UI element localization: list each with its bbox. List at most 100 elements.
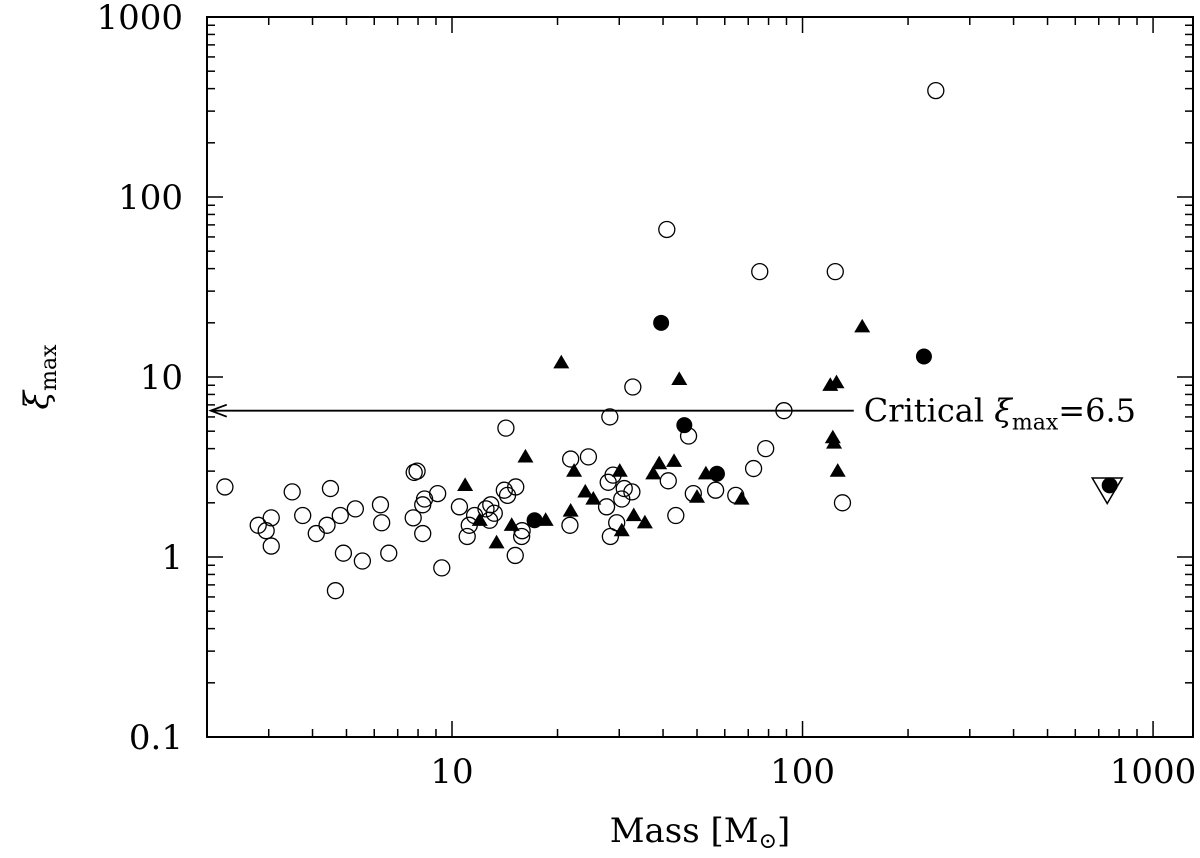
open-circle-point <box>283 483 301 501</box>
open-circle-point <box>608 514 626 532</box>
open-circle-point <box>477 500 495 518</box>
open-circle-point <box>744 459 763 478</box>
filled-triangle-point <box>562 503 579 517</box>
open-circle-point <box>579 448 598 466</box>
filled-triangle-point <box>828 374 845 389</box>
filled-triangle-point <box>651 455 668 470</box>
open-circle-point <box>331 506 349 525</box>
critical-threshold-arrowhead <box>208 403 228 418</box>
open-circle-point <box>506 546 524 565</box>
filled-triangle-point <box>613 522 630 537</box>
y-tick-label: 1 <box>161 538 183 578</box>
open-circle-point <box>429 484 447 503</box>
y-tick-label: 0.1 <box>129 718 183 758</box>
x-axis-title-sub: ⊙ <box>759 829 777 854</box>
open-circle-point <box>624 378 642 396</box>
open-circle-point <box>321 479 340 498</box>
critical-label-prefix: Critical <box>864 392 995 430</box>
filled-triangle-point <box>829 463 846 477</box>
open-circle-point <box>751 262 769 281</box>
filled-circle-point <box>653 314 670 331</box>
y-axis-title-symbol: ξ <box>17 389 57 410</box>
filled-triangle-point <box>689 489 706 503</box>
x-tick-label: 1000 <box>1110 752 1197 792</box>
open-circle-point <box>623 483 641 501</box>
filled-triangle-point <box>471 512 488 526</box>
open-circle-point <box>262 509 280 527</box>
open-circle-point <box>373 514 391 532</box>
filled-triangle-point <box>488 534 505 549</box>
open-circle-point <box>659 472 677 490</box>
filled-triangle-point <box>636 514 653 529</box>
open-circle-point <box>667 506 685 525</box>
open-circle-point <box>615 479 633 498</box>
filled-circle-point <box>526 512 543 529</box>
open-circle-point <box>757 439 775 458</box>
open-circle-point <box>216 478 234 496</box>
open-circle-point <box>414 524 432 543</box>
open-circle-point <box>833 494 852 512</box>
y-tick-label: 10 <box>140 358 183 398</box>
plot-frame <box>206 16 1194 738</box>
filled-triangle-point <box>671 371 688 385</box>
filled-triangle-point <box>566 463 583 477</box>
filled-triangle-point <box>457 477 474 491</box>
critical-label-sub: max <box>1012 411 1059 436</box>
critical-label-suffix: =6.5 <box>1058 392 1136 430</box>
open-circle-point <box>405 463 423 482</box>
open-circle-point <box>404 509 422 527</box>
filled-triangle-point <box>826 434 843 449</box>
filled-circle-point <box>1101 477 1118 494</box>
x-tick-label: 10 <box>430 752 473 792</box>
open-circle-point <box>601 408 619 426</box>
open-circle-point <box>334 544 353 562</box>
open-circle-point <box>318 516 336 534</box>
x-axis-title-text: Mass [M <box>610 811 759 851</box>
filled-circle-point <box>708 465 725 482</box>
open-circle-point <box>353 552 372 570</box>
filled-triangle-point <box>733 491 750 505</box>
filled-triangle-point <box>611 463 628 477</box>
filled-triangle-point <box>854 318 871 333</box>
filled-triangle-point <box>645 465 662 480</box>
open-circle-point <box>380 544 398 562</box>
open-circle-point <box>561 516 579 534</box>
filled-circle-point <box>676 417 693 434</box>
open-circle-point <box>482 496 500 514</box>
open-circle-point <box>597 498 616 516</box>
open-circle-point <box>497 419 515 437</box>
critical-label-symbol: ξ <box>994 392 1013 430</box>
open-circle-point <box>512 527 531 546</box>
open-circle-point <box>658 220 676 239</box>
open-circle-point <box>495 481 513 499</box>
open-circle-point <box>294 506 312 525</box>
x-tick-label: 100 <box>770 752 835 792</box>
open-circle-point <box>927 81 945 100</box>
x-axis-title: Mass [M⊙] <box>610 811 791 854</box>
filled-triangle-point <box>517 448 534 463</box>
open-circle-point <box>485 504 503 522</box>
open-circle-point <box>498 486 517 505</box>
open-circle-point <box>371 496 390 514</box>
open-circle-point <box>450 498 469 516</box>
open-circle-point <box>458 527 476 546</box>
open-circle-point <box>826 262 844 281</box>
filled-triangle-point <box>666 453 683 467</box>
filled-triangle-point <box>503 517 520 531</box>
open-circle-point <box>706 481 725 499</box>
y-tick-label: 1000 <box>96 0 183 38</box>
y-tick-label: 100 <box>118 178 183 218</box>
open-circle-point <box>346 500 365 518</box>
filled-triangle-point <box>553 354 570 369</box>
critical-threshold-label: Critical ξmax=6.5 <box>864 392 1136 436</box>
filled-triangle-point <box>577 483 594 498</box>
critical-threshold-annotation <box>208 403 854 418</box>
open-circle-point <box>433 559 451 577</box>
open-circle-point <box>257 522 275 540</box>
filled-triangle-point <box>625 507 642 522</box>
open-circle-point <box>561 450 580 468</box>
open-circle-point <box>408 462 426 480</box>
data-points <box>216 81 1124 600</box>
y-axis-title-sub: max <box>37 344 62 391</box>
